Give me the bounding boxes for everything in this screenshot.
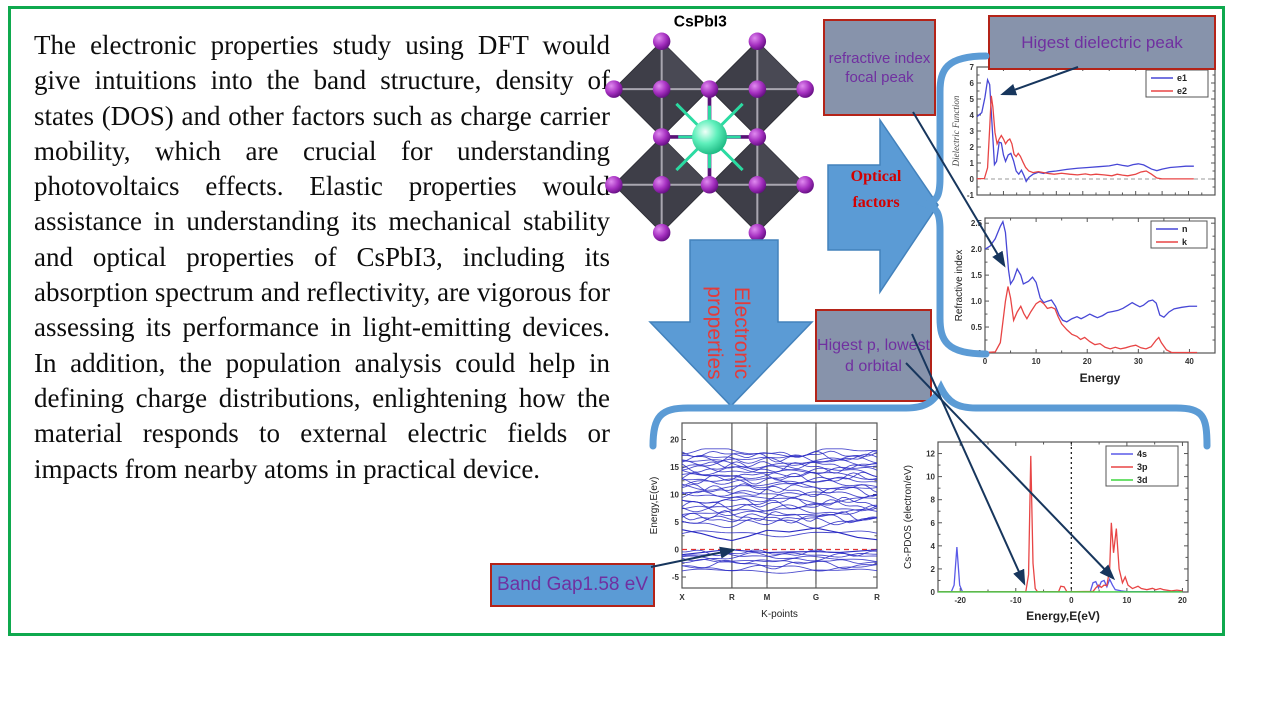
optical-factors-label: Optical factors [850, 168, 902, 211]
svg-text:2.5: 2.5 [971, 219, 983, 228]
svg-text:n: n [1182, 224, 1188, 234]
svg-text:R: R [729, 593, 735, 602]
dielectric-peak-callout: Higest dielectric peak [988, 15, 1216, 70]
svg-text:0: 0 [675, 546, 680, 555]
orbital-callout: Higest p, lowest d orbital [815, 309, 932, 402]
svg-text:12: 12 [926, 450, 935, 459]
svg-text:1.0: 1.0 [971, 297, 983, 306]
svg-text:6: 6 [931, 519, 936, 528]
svg-text:0.0: 0.0 [971, 349, 983, 358]
band-structure-chart: -5 0 5 10 15 20 X R M G R Energy,E(ev) K-points [649, 422, 880, 620]
svg-text:1.5: 1.5 [971, 271, 983, 280]
abstract-text: The electronic properties study using DF… [34, 30, 610, 484]
svg-text:0: 0 [970, 175, 975, 184]
electronic-properties-label: Electronic properties [703, 286, 753, 380]
band-gap-label: Band Gap1.58 eV [496, 574, 649, 595]
svg-text:6: 6 [970, 79, 975, 88]
svg-text:Cs-PDOS (electron/eV): Cs-PDOS (electron/eV) [903, 465, 914, 569]
svg-text:4: 4 [931, 542, 936, 551]
svg-text:2.0: 2.0 [971, 245, 983, 254]
svg-text:2: 2 [970, 143, 975, 152]
refractive-peak-label: refractive index focal peak [828, 49, 931, 86]
svg-text:1: 1 [970, 159, 975, 168]
svg-text:20: 20 [1083, 357, 1092, 366]
svg-text:4s: 4s [1137, 449, 1147, 459]
pdos-chart: 0 2 4 6 8 10 12 -20 -10 0 10 20 4s 3p 3d Cs-PDOS (elect… [903, 441, 1189, 623]
svg-text:Dielectric Function: Dielectric Function [951, 95, 961, 167]
svg-text:Energy,E(ev): Energy,E(ev) [649, 477, 660, 535]
svg-text:-10: -10 [1010, 596, 1022, 605]
refractive-peak-callout: refractive index focal peak [823, 19, 936, 116]
svg-text:k: k [1182, 237, 1188, 247]
svg-text:10: 10 [1032, 357, 1041, 366]
green-frame [8, 6, 1225, 636]
svg-text:2: 2 [931, 565, 936, 574]
svg-text:0: 0 [1069, 596, 1074, 605]
svg-text:3d: 3d [1137, 475, 1148, 485]
svg-text:3: 3 [970, 127, 975, 136]
svg-text:0.5: 0.5 [971, 323, 983, 332]
svg-text:-5: -5 [672, 573, 680, 582]
svg-text:Energy,E(eV): Energy,E(eV) [1026, 609, 1100, 623]
svg-text:0: 0 [983, 357, 988, 366]
svg-text:R: R [874, 593, 880, 602]
orbital-label: Higest p, lowest d orbital [817, 336, 930, 375]
svg-text:M: M [764, 593, 771, 602]
svg-text:K-points: K-points [761, 609, 798, 620]
cspbi3-crystal-structure: CsPbI3 [605, 14, 814, 242]
svg-text:5: 5 [970, 95, 975, 104]
crystal-title: CsPbI3 [674, 14, 727, 31]
refractive-index-chart: 0.0 0.5 1.0 1.5 2.0 2.5 0 10 20 30 40 nk Refractive … [954, 217, 1216, 385]
svg-text:10: 10 [926, 473, 935, 482]
svg-text:40: 40 [1185, 357, 1194, 366]
svg-text:Energy: Energy [1080, 371, 1121, 385]
svg-text:4: 4 [970, 111, 975, 120]
svg-text:10: 10 [670, 491, 679, 500]
svg-text:-1: -1 [967, 191, 975, 200]
svg-text:20: 20 [670, 436, 679, 445]
dielectric-peak-label: Higest dielectric peak [1021, 32, 1183, 52]
svg-text:5: 5 [675, 518, 680, 527]
svg-text:15: 15 [670, 463, 679, 472]
svg-text:10: 10 [1122, 596, 1131, 605]
dielectric-function-chart: -1 0 1 2 3 4 5 6 7 e1 e2 Dielectric Function [951, 63, 1216, 200]
atoms [605, 32, 814, 242]
svg-text:e2: e2 [1177, 86, 1187, 96]
svg-text:7: 7 [970, 63, 975, 72]
band-gap-callout: Band Gap1.58 eV [490, 563, 655, 607]
svg-text:-20: -20 [954, 596, 966, 605]
svg-text:8: 8 [931, 496, 936, 505]
svg-text:G: G [813, 593, 819, 602]
svg-text:e1: e1 [1177, 73, 1187, 83]
svg-text:30: 30 [1134, 357, 1143, 366]
svg-text:20: 20 [1178, 596, 1187, 605]
svg-text:Refractive index: Refractive index [954, 250, 965, 322]
svg-text:3p: 3p [1137, 462, 1148, 472]
svg-text:X: X [679, 593, 685, 602]
svg-text:0: 0 [931, 588, 936, 597]
